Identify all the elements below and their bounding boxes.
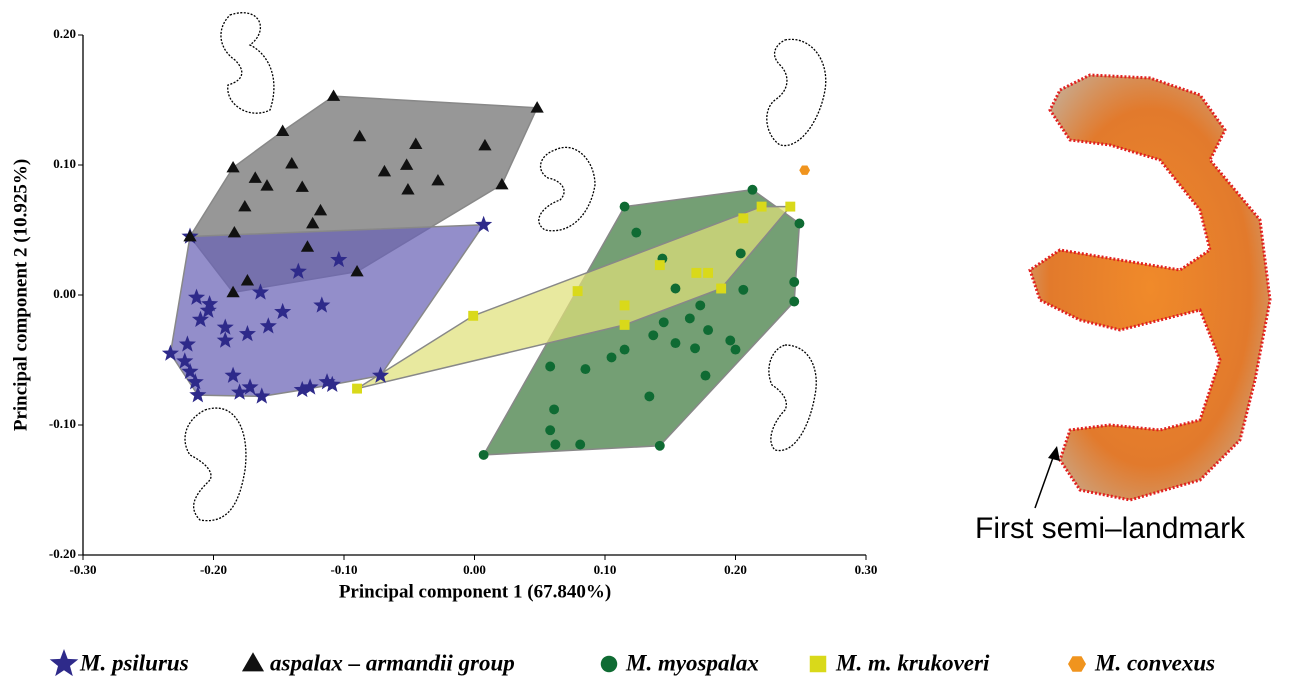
y-axis-label: Principal component 2 (10.925%): [10, 159, 31, 431]
point: [327, 89, 340, 100]
y-tick-label: -0.10: [49, 416, 76, 431]
legend-label: M. m. krukoveri: [835, 650, 990, 675]
hull: [170, 225, 483, 397]
point: [785, 202, 795, 212]
y-tick-label: 0.10: [53, 156, 76, 171]
point: [690, 343, 700, 353]
x-tick-label: -0.30: [69, 562, 96, 577]
legend-marker: [1068, 656, 1086, 672]
x-tick-label: -0.20: [200, 562, 227, 577]
arrow-head: [1048, 446, 1060, 461]
point: [620, 202, 630, 212]
point: [607, 352, 617, 362]
legend-label: aspalax – armandii group: [270, 650, 515, 675]
point: [736, 248, 746, 258]
x-axis-label: Principal component 1 (67.840%): [339, 581, 611, 602]
point: [789, 297, 799, 307]
legend: M. psilurus aspalax – armandii group M. my…: [50, 649, 1215, 676]
x-tick-label: 0.30: [855, 562, 878, 577]
point: [545, 425, 555, 435]
legend-label: M. myospalax: [625, 650, 759, 675]
point: [550, 440, 560, 450]
point: [620, 320, 630, 330]
point: [701, 371, 711, 381]
point: [703, 325, 713, 335]
point: [549, 404, 559, 414]
point: [703, 268, 713, 278]
point: [738, 285, 748, 295]
point: [691, 268, 701, 278]
point: [575, 440, 585, 450]
point: [685, 313, 695, 323]
legend-marker: [601, 656, 618, 673]
y-tick-label: -0.20: [49, 546, 76, 561]
point: [725, 336, 735, 346]
point: [580, 364, 590, 374]
y-tick-label: 0.20: [53, 26, 76, 41]
point: [479, 450, 489, 460]
x-tick-label: -0.10: [330, 562, 357, 577]
point: [789, 277, 799, 287]
point: [659, 317, 669, 327]
point: [648, 330, 658, 340]
legend-marker: [50, 649, 79, 676]
annotation: First semi–landmark: [975, 512, 1246, 545]
legend-marker: [810, 656, 827, 673]
legend-marker: [242, 652, 264, 671]
x-tick-label: 0.10: [594, 562, 617, 577]
point: [620, 345, 630, 355]
point: [757, 202, 767, 212]
point: [352, 384, 362, 394]
point: [794, 219, 804, 229]
point: [468, 311, 478, 321]
figure: -0.30-0.20-0.100.000.100.200.30-0.20-0.1…: [0, 0, 1303, 685]
y-tick-label: 0.00: [53, 286, 76, 301]
x-tick-label: 0.20: [724, 562, 747, 577]
legend-label: M. psilurus: [79, 650, 189, 675]
point: [671, 338, 681, 348]
point: [655, 260, 665, 270]
point: [671, 284, 681, 294]
point: [799, 166, 810, 175]
point: [716, 284, 726, 294]
annotation-arrow: [1035, 452, 1055, 508]
point: [644, 391, 654, 401]
tooth-image: [1030, 75, 1270, 500]
point: [738, 213, 748, 223]
point: [655, 441, 665, 451]
point: [620, 300, 630, 310]
point: [748, 185, 758, 195]
legend-label: M. convexus: [1094, 650, 1215, 675]
point: [573, 286, 583, 296]
point: [695, 300, 705, 310]
plot: -0.30-0.20-0.100.000.100.200.30-0.20-0.1…: [49, 26, 877, 577]
point: [631, 228, 641, 238]
point: [545, 362, 555, 372]
x-tick-label: 0.00: [463, 562, 486, 577]
point: [731, 345, 741, 355]
